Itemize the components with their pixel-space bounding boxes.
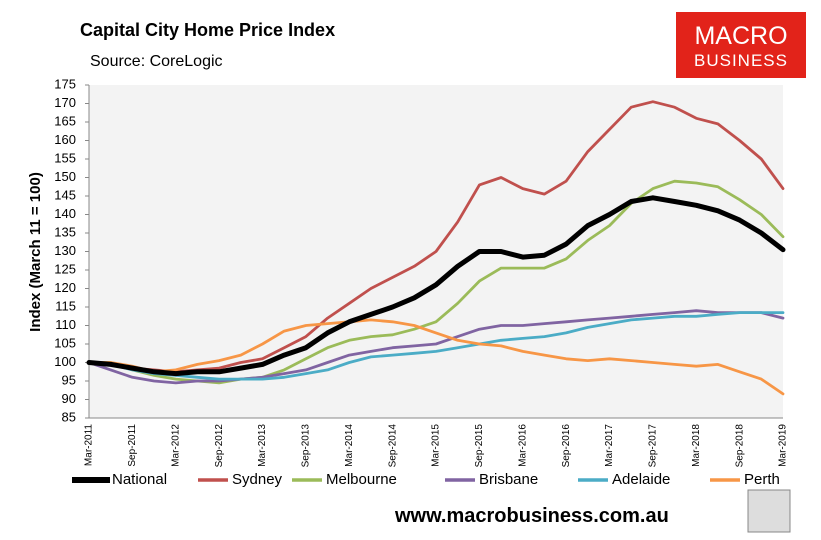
y-tick-label: 100 <box>54 354 76 369</box>
y-tick-label: 140 <box>54 206 76 221</box>
x-tick-label: Sep-2012 <box>214 424 225 468</box>
chart-title: Capital City Home Price Index <box>80 20 335 40</box>
footer: www.macrobusiness.com.au <box>394 505 669 527</box>
series-line <box>87 311 785 381</box>
legend-label: National <box>112 471 167 488</box>
x-tick-label: Mar-2012 <box>170 424 181 467</box>
series-line <box>87 318 785 396</box>
legend-label: Perth <box>744 471 780 488</box>
x-tick-label: Sep-2014 <box>387 424 398 468</box>
x-tick-label: Sep-2015 <box>474 424 485 468</box>
x-tick-label: Sep-2017 <box>648 424 659 468</box>
y-tick-label: 150 <box>54 169 76 184</box>
y-tick-label: 120 <box>54 280 76 295</box>
y-tick-label: 95 <box>62 372 76 387</box>
legend-label: Brisbane <box>479 471 538 488</box>
y-tick-label: 135 <box>54 224 76 239</box>
y-tick-label: 145 <box>54 187 76 202</box>
y-tick-label: 160 <box>54 132 76 147</box>
y-tick-label: 85 <box>62 409 76 424</box>
series-line <box>87 309 785 385</box>
y-axis-title: Index (March 11 = 100) <box>27 172 44 332</box>
y-tick-label: 175 <box>54 76 76 91</box>
legend-label: Melbourne <box>326 471 397 488</box>
x-tick-label: Mar-2017 <box>604 424 615 467</box>
wolf-icon <box>747 489 791 533</box>
legend-label: Sydney <box>232 471 283 488</box>
series-line <box>86 195 786 377</box>
x-tick-label: Mar-2014 <box>344 424 355 467</box>
brand-text: BUSINESS <box>694 51 788 70</box>
x-tick-label: Sep-2011 <box>127 424 138 467</box>
x-tick-label: Sep-2018 <box>734 424 745 468</box>
x-tick-label: Mar-2011 <box>84 424 95 466</box>
x-tick-label: Sep-2016 <box>561 424 572 468</box>
x-tick-label: Mar-2018 <box>691 424 702 467</box>
brand-logo <box>676 12 806 78</box>
brand-text: MACRO <box>694 22 787 50</box>
y-tick-label: 170 <box>54 95 76 110</box>
x-tick-label: Sep-2013 <box>301 424 312 468</box>
x-tick-label: Mar-2019 <box>778 424 789 467</box>
y-tick-label: 125 <box>54 261 76 276</box>
y-tick-label: 115 <box>55 298 76 313</box>
legend-label: Adelaide <box>612 471 670 488</box>
x-tick-label: Mar-2015 <box>431 424 442 467</box>
chart-subtitle: Source: CoreLogic <box>90 53 223 70</box>
y-tick-label: 130 <box>54 243 76 258</box>
x-tick-label: Mar-2016 <box>517 424 528 467</box>
y-tick-label: 105 <box>54 335 76 350</box>
y-tick-label: 165 <box>54 113 76 128</box>
x-tick-label: Mar-2013 <box>257 424 268 467</box>
y-tick-label: 155 <box>54 150 76 165</box>
y-tick-label: 110 <box>55 317 76 332</box>
y-tick-label: 90 <box>62 391 76 406</box>
